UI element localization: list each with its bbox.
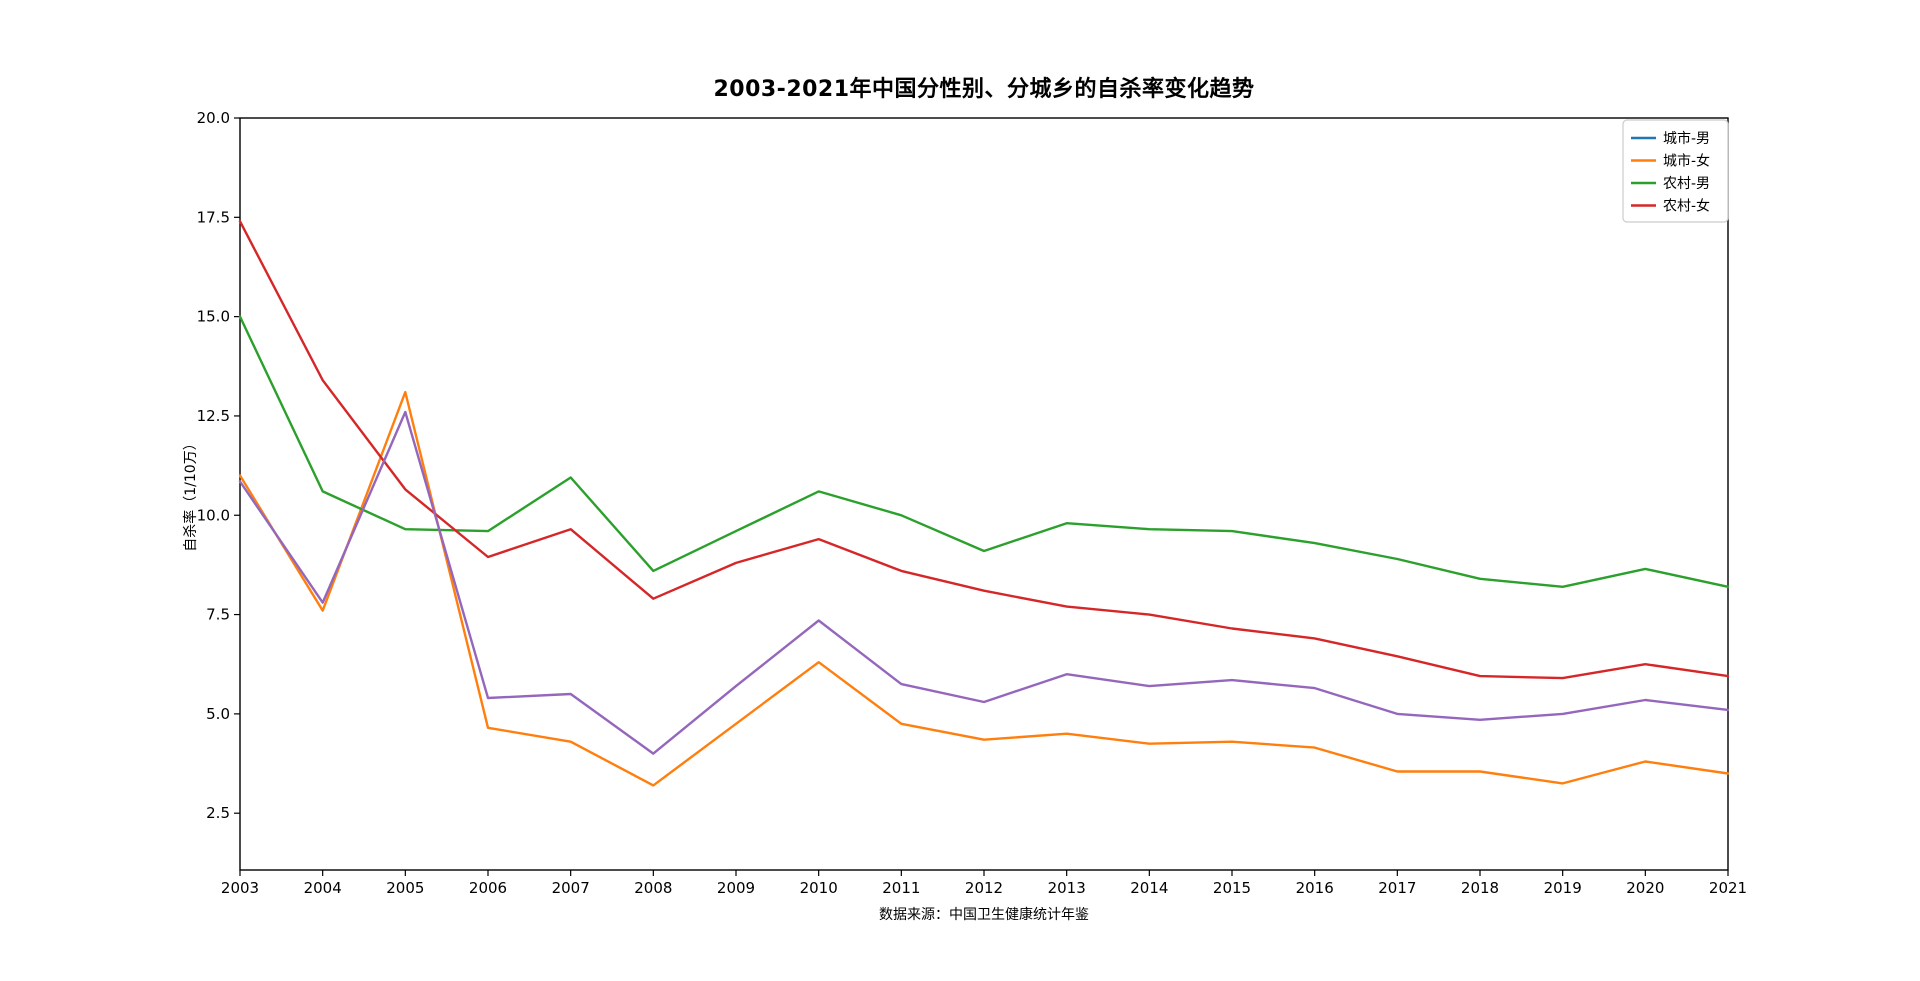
y-tick-label: 15.0: [197, 308, 230, 326]
x-tick-label: 2003: [221, 879, 259, 897]
x-tick-label: 2014: [1130, 879, 1168, 897]
y-tick-label: 20.0: [197, 109, 230, 127]
line-urban-male: [238, 410, 1730, 755]
x-tick-label: 2011: [882, 879, 920, 897]
x-tick-label: 2013: [1048, 879, 1086, 897]
axes-border: [239, 117, 1729, 871]
x-tick-label: 2006: [469, 879, 507, 897]
legend-label-rural-female: 农村-女: [1663, 198, 1710, 215]
x-tick-label: 2018: [1461, 879, 1499, 897]
legend-box: [1622, 119, 1729, 223]
x-tick-label: 2005: [386, 879, 424, 897]
line-rural-female: [238, 220, 1730, 680]
x-tick-label: 2020: [1626, 879, 1664, 897]
x-tick-label: 2004: [304, 879, 342, 897]
y-tick-label: 12.5: [197, 407, 230, 425]
x-tick-label: 2021: [1709, 879, 1747, 897]
y-tick-label: 2.5: [206, 804, 230, 822]
x-tick-label: 2017: [1378, 879, 1416, 897]
x-tick-label: 2008: [634, 879, 672, 897]
x-tick-label: 2012: [965, 879, 1003, 897]
x-tick-label: 2010: [800, 879, 838, 897]
line-rural-male: [238, 315, 1730, 588]
y-tick-label: 17.5: [197, 208, 230, 226]
y-tick-label: 5.0: [206, 705, 230, 723]
x-tick-label: 2015: [1213, 879, 1251, 897]
legend-label-urban-male: 城市-男: [1663, 130, 1710, 147]
chart-title: 2003-2021年中国分性别、分城乡的自杀率变化趋势: [713, 77, 1255, 102]
x-tick-label: 2009: [717, 879, 755, 897]
y-axis-label: 自杀率（1/10万）: [183, 436, 199, 552]
y-tick-label: 10.0: [197, 506, 230, 524]
legend: 城市-男城市-女农村-男农村-女: [1622, 119, 1729, 223]
x-tick-label: 2016: [1296, 879, 1334, 897]
y-tick-label: 7.5: [206, 606, 230, 624]
line-urban-female: [238, 390, 1730, 787]
legend-label-urban-female: 城市-女: [1663, 153, 1710, 170]
data-source-caption: 数据来源：中国卫生健康统计年鉴: [879, 907, 1089, 923]
legend-label-rural-male: 农村-男: [1663, 176, 1710, 192]
x-tick-label: 2007: [552, 879, 590, 897]
x-tick-label: 2019: [1544, 879, 1582, 897]
